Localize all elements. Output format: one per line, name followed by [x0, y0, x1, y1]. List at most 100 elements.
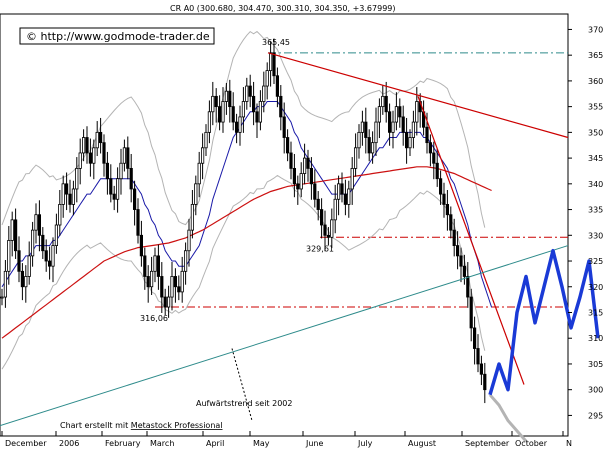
candle-body — [279, 95, 283, 118]
candle-body — [360, 121, 365, 133]
candle-body — [425, 126, 429, 144]
annotation-label: 329,61 — [306, 244, 334, 253]
candle-body — [350, 167, 354, 190]
x-tick-label: April — [206, 439, 224, 448]
footer-text: Chart erstellt mit Metastock Professiona… — [60, 421, 223, 430]
candle-body — [112, 193, 116, 200]
candle-body — [241, 101, 245, 118]
candle-body — [415, 101, 419, 123]
x-tick-label: 2006 — [59, 439, 79, 448]
candle-body — [435, 162, 439, 180]
candle-body — [37, 214, 42, 236]
candle-body — [357, 131, 361, 149]
candle-body — [200, 147, 205, 164]
candle-body — [7, 240, 11, 272]
candle-body — [116, 178, 120, 200]
candle-body — [476, 348, 480, 365]
candle-body — [105, 162, 109, 180]
candle-body — [306, 157, 310, 169]
candle-body — [228, 90, 232, 108]
y-tick-label: 335 — [588, 206, 603, 215]
candle-body — [459, 255, 463, 267]
candle-body — [452, 229, 456, 246]
candle-body — [343, 193, 348, 205]
candle-body — [483, 373, 487, 391]
x-tick-label: September — [465, 439, 510, 448]
uptrend-line — [0, 245, 569, 427]
candle-body — [319, 209, 324, 226]
candle-body — [132, 188, 137, 210]
downtrend-line-upper — [267, 52, 569, 139]
candle-body — [462, 265, 467, 277]
candle-body — [275, 75, 280, 97]
projection-alt-line — [488, 393, 528, 443]
candle-body — [285, 137, 290, 154]
candle-body — [204, 131, 208, 149]
trend-lines — [0, 52, 569, 427]
source-text: © http://www.godmode-trader.de — [26, 30, 210, 43]
candle-body — [48, 260, 52, 267]
candle-body — [183, 250, 188, 272]
candle-body — [54, 224, 59, 246]
candle-body — [245, 85, 249, 102]
candle-body — [296, 183, 300, 190]
x-tick-label: March — [150, 439, 174, 448]
y-tick-label: 315 — [588, 308, 603, 317]
candle-body — [469, 296, 473, 329]
candle-body — [27, 255, 31, 277]
source-box — [19, 27, 215, 45]
candle-body — [194, 183, 198, 205]
candle-body — [299, 173, 303, 190]
candle-body — [438, 178, 443, 195]
candle-body — [68, 193, 72, 205]
candle-body — [214, 95, 218, 108]
ma-long-line — [1, 166, 492, 339]
candle-body — [432, 152, 436, 164]
candle-body — [367, 137, 371, 154]
candle-body — [387, 111, 392, 133]
candle-body — [122, 147, 126, 164]
footer-link[interactable]: Metastock Professional — [131, 421, 223, 430]
candle-body — [99, 131, 103, 144]
candle-body — [326, 234, 331, 238]
candle-body — [330, 219, 334, 238]
candle-body — [41, 234, 45, 252]
candle-body — [211, 95, 215, 113]
candle-body — [302, 157, 307, 174]
candle-body — [44, 250, 48, 262]
candle-body — [442, 193, 446, 205]
x-tick-label: December — [5, 439, 47, 448]
candle-body — [398, 106, 402, 118]
candle-body — [292, 167, 297, 185]
candle-body — [119, 162, 123, 180]
candle-body — [336, 183, 341, 200]
candles — [0, 38, 487, 404]
candle-body — [95, 131, 99, 149]
candle-body — [160, 276, 164, 298]
candle-body — [129, 167, 133, 190]
x-tick-label: October — [515, 439, 548, 448]
candle-body — [455, 245, 460, 257]
candle-body — [82, 137, 86, 154]
candle-body — [221, 101, 225, 123]
annotation-label: Aufwärtstrend seit 2002 — [196, 399, 292, 408]
candle-body — [251, 95, 256, 113]
candle-body — [289, 152, 293, 169]
candle-body — [163, 296, 167, 308]
candle-body — [248, 85, 252, 97]
candle-body — [34, 214, 38, 231]
projection-main-line — [488, 248, 600, 396]
candle-body — [24, 276, 28, 288]
candle-body — [374, 121, 378, 144]
candle-body — [0, 296, 4, 299]
candle-body — [316, 198, 320, 210]
candle-body — [207, 111, 211, 133]
candle-body — [224, 90, 228, 102]
candle-body — [88, 152, 92, 164]
x-tick-label: June — [305, 439, 324, 448]
candle-body — [255, 111, 259, 123]
candle-body — [340, 183, 344, 195]
y-tick-label: 365 — [588, 51, 603, 60]
